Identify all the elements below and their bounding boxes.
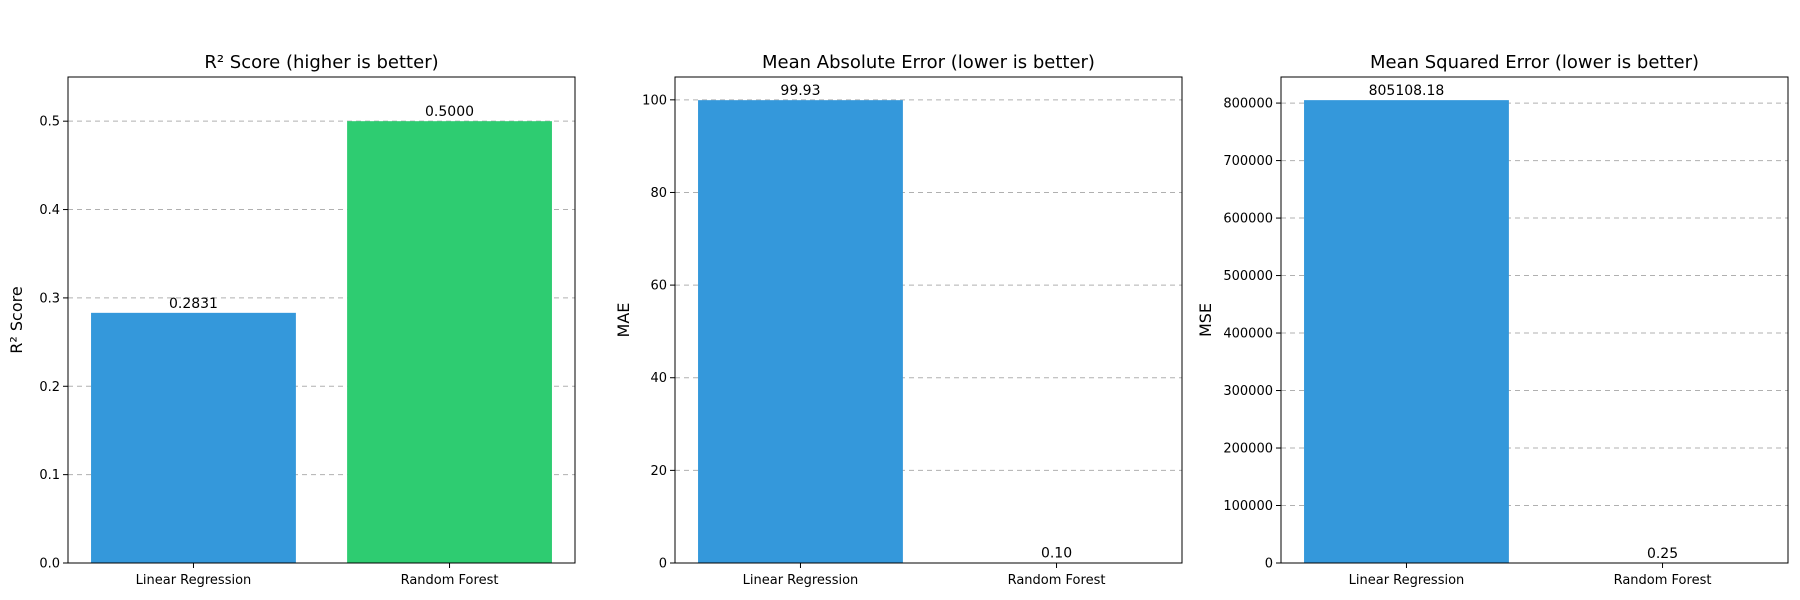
y-tick-label: 400000 xyxy=(1223,327,1273,342)
axes-frame xyxy=(1280,76,1789,564)
x-tick-label: Linear Regression xyxy=(136,573,252,588)
y-tick-label: 200000 xyxy=(1223,442,1273,457)
y-tick-label: 80 xyxy=(650,186,667,201)
x-tick-label: Random Forest xyxy=(401,573,499,588)
y-tick-label: 0.2 xyxy=(39,380,60,395)
data-label: 805108.18 xyxy=(1369,83,1445,99)
data-label: 0.25 xyxy=(1647,546,1678,562)
data-label: 0.5000 xyxy=(425,104,474,120)
y-tick-label: 0.4 xyxy=(39,203,60,218)
bar-random-forest xyxy=(347,121,552,563)
y-tick-label: 0 xyxy=(1265,557,1273,572)
axes-frame xyxy=(67,76,576,564)
y-tick-label: 700000 xyxy=(1223,154,1273,169)
y-tick-label: 300000 xyxy=(1223,384,1273,399)
x-tick-label: Linear Regression xyxy=(743,573,859,588)
y-tick-label: 0.5 xyxy=(39,115,60,130)
y-axis-label: R² Score xyxy=(7,286,26,353)
chart-title: Mean Absolute Error (lower is better) xyxy=(762,52,1095,73)
chart-title: R² Score (higher is better) xyxy=(204,52,438,73)
y-tick-label: 0 xyxy=(659,557,667,572)
y-tick-label: 100 xyxy=(642,93,667,108)
chart-panel-2: 99.93 0.10 0 20 40 60 80 100 Linear Regression Ra… xyxy=(614,52,1183,588)
bar-linear-regression xyxy=(91,312,296,563)
data-label: 99.93 xyxy=(780,83,820,99)
y-tick-label: 0.0 xyxy=(39,557,60,572)
y-axis-label: MAE xyxy=(614,303,633,338)
axes-frame xyxy=(674,76,1183,564)
data-label: 0.10 xyxy=(1041,546,1072,562)
x-tick-label: Random Forest xyxy=(1614,573,1712,588)
chart-panel-3: 805108.18 0.25 0 100000 200000 300000 400000 50… xyxy=(1196,52,1789,588)
bar-linear-regression xyxy=(698,100,903,563)
data-label: 0.2831 xyxy=(169,296,218,312)
y-tick-label: 800000 xyxy=(1223,97,1273,112)
y-tick-label: 60 xyxy=(650,279,667,294)
chart-panel-1: 0.2831 0.5000 0.0 0.1 0.2 0.3 0.4 0.5 Linear Reg… xyxy=(7,52,576,588)
y-tick-label: 0.1 xyxy=(39,468,60,483)
y-tick-label: 40 xyxy=(650,371,667,386)
y-tick-label: 0.3 xyxy=(39,291,60,306)
y-tick-label: 20 xyxy=(650,464,667,479)
x-tick-label: Random Forest xyxy=(1008,573,1106,588)
chart-title: Mean Squared Error (lower is better) xyxy=(1370,52,1699,73)
y-tick-label: 100000 xyxy=(1223,499,1273,514)
x-tick-label: Linear Regression xyxy=(1349,573,1465,588)
bar-linear-regression xyxy=(1304,100,1509,564)
y-tick-label: 600000 xyxy=(1223,212,1273,227)
y-axis-label: MSE xyxy=(1196,303,1215,337)
y-tick-label: 500000 xyxy=(1223,269,1273,284)
